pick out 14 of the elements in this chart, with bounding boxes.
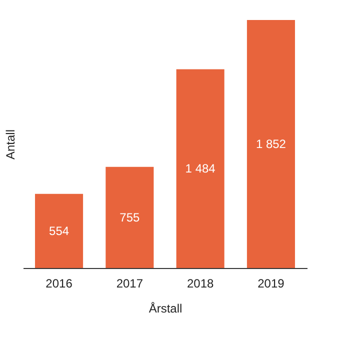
data-label: 755: [120, 210, 140, 224]
bar: [246, 20, 295, 268]
data-label: 1 484: [185, 162, 216, 176]
bar: [35, 194, 84, 268]
x-tick-label: 2018: [186, 276, 214, 290]
x-tick-label: 2017: [116, 276, 144, 290]
x-tick-label: 2019: [258, 276, 285, 290]
bar: [176, 69, 224, 268]
x-tick-label: 2016: [46, 276, 73, 290]
y-axis-title: Antall: [4, 129, 18, 160]
bar: [106, 166, 154, 268]
data-label: 554: [49, 224, 70, 238]
data-label: 1 852: [256, 137, 286, 151]
x-axis-title: Årstall: [148, 302, 182, 316]
